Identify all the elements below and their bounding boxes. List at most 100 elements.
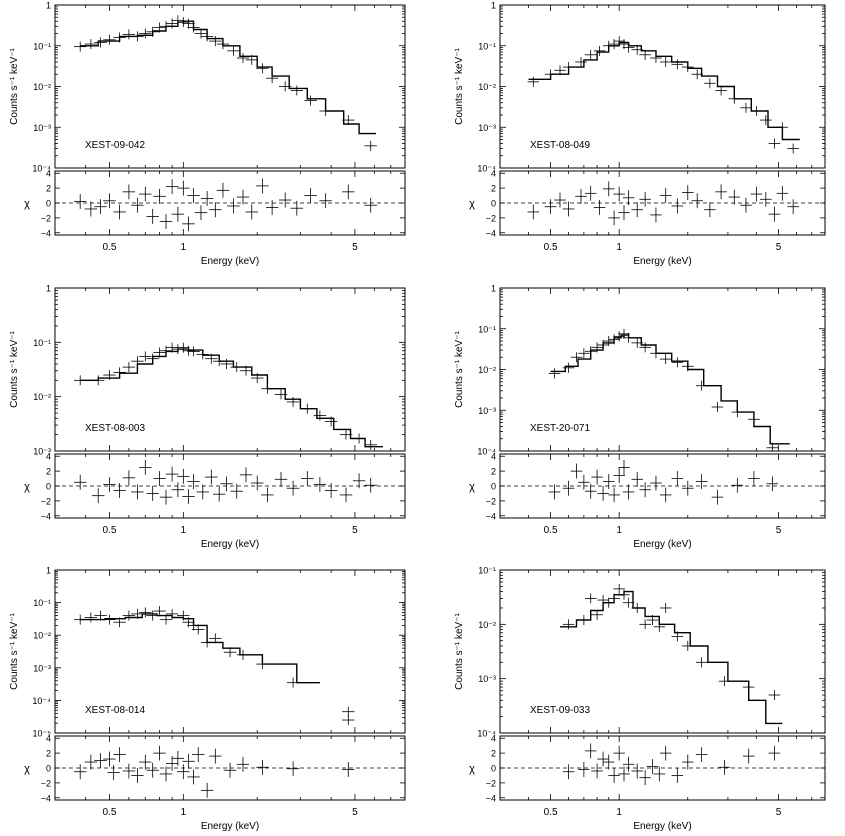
y-tick-label: 10⁻² bbox=[33, 82, 51, 92]
y-tick-label: 10⁻⁴ bbox=[32, 696, 51, 706]
resid-tick-label: 2 bbox=[46, 749, 51, 759]
data-point bbox=[153, 606, 166, 617]
residual-point bbox=[236, 189, 250, 205]
data-point bbox=[182, 18, 195, 29]
resid-tick-label: −2 bbox=[41, 778, 51, 788]
residual-point bbox=[84, 754, 98, 770]
residual-point bbox=[728, 189, 741, 205]
residual-point bbox=[527, 204, 540, 220]
residual-point bbox=[107, 765, 120, 780]
data-point bbox=[364, 439, 377, 450]
data-point bbox=[339, 429, 353, 440]
residual-point bbox=[216, 182, 230, 198]
residual-point bbox=[171, 482, 185, 498]
data-point bbox=[671, 631, 684, 642]
data-point bbox=[766, 442, 779, 451]
data-point bbox=[103, 34, 116, 45]
data-point bbox=[618, 589, 630, 600]
model-curve bbox=[528, 41, 800, 141]
data-point bbox=[650, 53, 662, 64]
residual-point bbox=[608, 768, 620, 783]
resid-tick-label: −2 bbox=[486, 213, 496, 223]
residual-point bbox=[562, 764, 575, 780]
residual-point bbox=[200, 191, 214, 206]
y-tick-label: 10⁻² bbox=[33, 631, 51, 641]
residual-point bbox=[205, 469, 218, 485]
residual-point bbox=[631, 763, 643, 779]
residual-point bbox=[187, 188, 200, 203]
residual-point bbox=[602, 181, 615, 197]
residual-point bbox=[159, 214, 173, 230]
y-tick-label: 10⁻³ bbox=[478, 123, 496, 133]
data-point bbox=[575, 56, 587, 67]
residual-point bbox=[319, 193, 332, 209]
data-point bbox=[103, 370, 116, 381]
data-point bbox=[205, 353, 218, 364]
y-tick-label: 1 bbox=[46, 566, 51, 576]
resid-axis-label: χ bbox=[24, 198, 30, 210]
data-point bbox=[622, 332, 635, 343]
residual-point bbox=[760, 191, 772, 207]
spectrum-panel-4: 0.5 1 5 Energy (keV) 1 10⁻¹ 10⁻² 10⁻³ 10⁻⁴ Counts… bbox=[454, 284, 826, 550]
residual-point bbox=[691, 193, 703, 209]
residual-point bbox=[711, 489, 724, 505]
residual-point bbox=[286, 480, 300, 496]
residual-point bbox=[597, 751, 609, 767]
y-tick-label: 10⁻² bbox=[478, 620, 496, 630]
residual-point bbox=[768, 206, 781, 222]
residual-point bbox=[578, 474, 590, 490]
y-tick-label: 10⁻¹ bbox=[33, 41, 51, 51]
resid-tick-label: 0 bbox=[491, 482, 496, 492]
residual-point bbox=[748, 471, 760, 486]
data-point bbox=[209, 36, 222, 47]
residual-point bbox=[236, 756, 250, 772]
data-point bbox=[122, 362, 136, 373]
data-point bbox=[131, 608, 144, 619]
residual-point bbox=[682, 754, 694, 770]
y-tick-label: 10⁻⁴ bbox=[477, 729, 496, 739]
y-tick-label: 10⁻¹ bbox=[33, 598, 51, 608]
residual-point bbox=[622, 484, 635, 500]
data-point bbox=[113, 617, 126, 628]
residual-point bbox=[139, 459, 152, 475]
data-point bbox=[187, 22, 200, 33]
residual-point bbox=[787, 199, 799, 215]
data-point bbox=[342, 715, 355, 726]
resid-tick-label: 0 bbox=[491, 199, 496, 209]
residual-point bbox=[227, 198, 240, 214]
residual-point bbox=[591, 469, 603, 485]
spectrum-panel-6: 0.5 1 5 Energy (keV) 10⁻¹ 10⁻² 10⁻³ 10⁻⁴ Counts … bbox=[454, 566, 826, 832]
residual-point bbox=[73, 194, 87, 209]
residual-point bbox=[304, 188, 317, 203]
data-point bbox=[593, 45, 606, 56]
residual-point bbox=[256, 759, 269, 775]
data-point bbox=[200, 637, 214, 648]
resid-axis-label: χ bbox=[24, 763, 30, 775]
data-point bbox=[602, 40, 615, 51]
data-point bbox=[584, 346, 597, 357]
data-point bbox=[682, 640, 694, 651]
residual-point bbox=[639, 482, 651, 498]
residual-point bbox=[575, 188, 587, 204]
source-label: XEST-08-014 bbox=[85, 705, 145, 716]
data-point bbox=[187, 620, 200, 631]
data-point bbox=[768, 138, 781, 149]
data-point bbox=[704, 78, 716, 89]
residual-point bbox=[146, 486, 159, 501]
residual-point bbox=[103, 477, 116, 492]
data-point bbox=[653, 621, 666, 632]
data-point bbox=[159, 21, 173, 32]
residual-point bbox=[671, 471, 684, 486]
data-point bbox=[194, 28, 208, 39]
residual-point bbox=[153, 188, 166, 204]
data-point bbox=[562, 62, 575, 73]
data-point bbox=[718, 676, 731, 687]
data-point bbox=[251, 373, 264, 384]
data-point bbox=[760, 115, 772, 126]
x-tick-label: 0.5 bbox=[102, 242, 116, 253]
data-point bbox=[659, 56, 672, 67]
residual-point bbox=[113, 204, 126, 220]
x-tick-label: 1 bbox=[616, 807, 622, 818]
residual-point bbox=[182, 753, 195, 769]
residual-point bbox=[251, 475, 264, 491]
